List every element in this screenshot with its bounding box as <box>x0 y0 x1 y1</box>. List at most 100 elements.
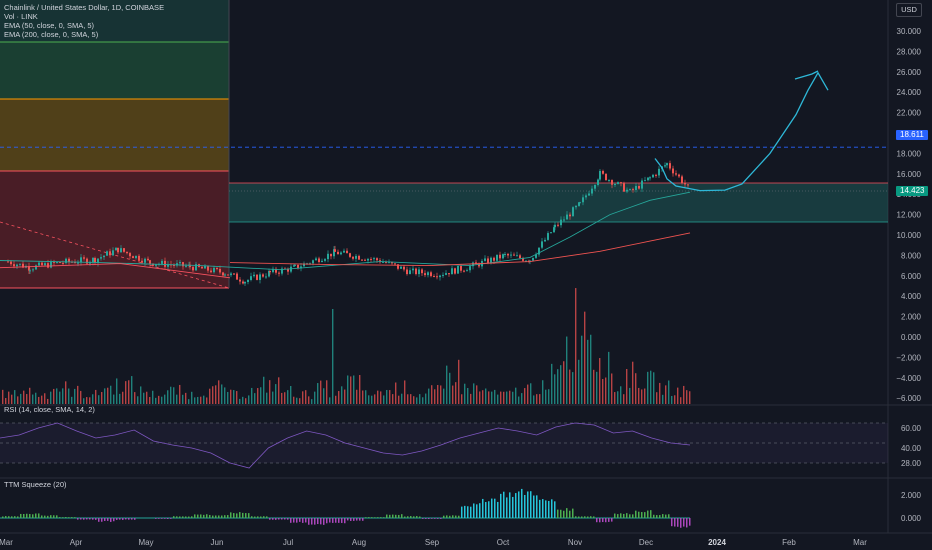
ema200-indicator-label[interactable]: EMA (200, close, 0, SMA, 5) <box>4 30 99 39</box>
squeeze-bar <box>299 518 301 522</box>
volume-bar <box>236 391 238 404</box>
squeeze-bar <box>86 518 88 520</box>
squeeze-bar <box>662 514 664 518</box>
volume-indicator-label[interactable]: Vol · LINK <box>4 12 38 21</box>
squeeze-bar <box>404 516 406 518</box>
volume-bar <box>566 336 568 404</box>
volume-bar <box>662 394 664 404</box>
squeeze-bar <box>611 518 613 522</box>
candle-body <box>519 255 521 259</box>
squeeze-bar <box>170 518 172 519</box>
squeeze-bar <box>8 516 10 518</box>
squeeze-bar <box>113 518 115 522</box>
candle-body <box>433 276 435 278</box>
candle-body <box>59 261 61 263</box>
volume-bar <box>536 394 538 404</box>
squeeze-bar <box>659 515 661 518</box>
volume-bar <box>50 391 52 404</box>
volume-bar <box>491 391 493 404</box>
price-tick-label: 18.000 <box>897 149 922 158</box>
candle-body <box>182 262 184 267</box>
squeeze-bar <box>617 514 619 518</box>
squeeze-bar <box>218 515 220 518</box>
time-tick-label: Sep <box>425 538 440 547</box>
squeeze-bar <box>455 515 457 518</box>
squeeze-bar <box>338 518 340 523</box>
symbol-title[interactable]: Chainlink / United States Dollar, 1D, CO… <box>4 3 165 12</box>
candle-body <box>239 279 241 282</box>
squeeze-bar <box>386 514 388 518</box>
squeeze-bar <box>23 513 25 518</box>
candle-body <box>502 254 504 259</box>
squeeze-bar <box>164 518 166 519</box>
volume-bar <box>350 376 352 404</box>
volume-bar <box>470 393 472 404</box>
squeeze-bar <box>335 518 337 523</box>
candle-body <box>632 189 634 191</box>
time-tick-label: Mar <box>853 538 867 547</box>
candle-body <box>192 267 194 271</box>
volume-bar <box>293 396 295 404</box>
candle-body <box>535 254 537 258</box>
candle-body <box>553 227 555 233</box>
candle-body <box>400 266 402 269</box>
volume-bar <box>677 387 679 404</box>
volume-bar <box>8 391 10 404</box>
squeeze-bar <box>128 518 130 520</box>
candle-body <box>599 170 601 180</box>
rsi-pane-title[interactable]: RSI (14, close, SMA, 14, 2) <box>4 405 95 414</box>
squeeze-bar <box>41 515 43 518</box>
volume-bar <box>206 397 208 404</box>
volume-bar <box>548 389 550 404</box>
volume-bar <box>185 392 187 404</box>
candle-body <box>418 269 420 275</box>
volume-bar <box>317 383 319 404</box>
candle-body <box>247 279 249 283</box>
volume-bar <box>518 396 520 404</box>
candle-body <box>103 255 105 258</box>
squeeze-bar <box>515 493 517 518</box>
squeeze-bar <box>122 518 124 520</box>
volume-bar <box>260 387 262 404</box>
volume-bar <box>5 398 7 404</box>
candle-body <box>278 272 280 274</box>
candle-body <box>550 232 552 234</box>
volume-bar <box>602 379 604 404</box>
candle-body <box>207 265 209 271</box>
candle-body <box>626 189 628 192</box>
volume-bar <box>239 398 241 404</box>
squeeze-bar <box>482 498 484 518</box>
ema50-indicator-label[interactable]: EMA (50, close, 0, SMA, 5) <box>4 21 95 30</box>
squeeze-bar <box>353 518 355 521</box>
candle-body <box>602 170 604 174</box>
volume-bar <box>227 391 229 404</box>
volume-bar <box>44 393 46 404</box>
volume-bar <box>113 394 115 404</box>
candle-body <box>109 251 111 256</box>
candle-body <box>475 262 477 264</box>
ema50-line <box>0 191 691 271</box>
candle-body <box>522 258 524 261</box>
squeeze-bar <box>686 518 688 528</box>
squeeze-bar <box>212 515 214 518</box>
squeeze-bar <box>602 518 604 523</box>
volume-bar <box>620 386 622 404</box>
volume-bar <box>323 388 325 404</box>
projection-arrow <box>794 70 819 80</box>
volume-bar <box>125 381 127 404</box>
squeeze-bar <box>230 512 232 518</box>
candle-body <box>478 263 480 267</box>
volume-bar <box>248 395 250 404</box>
candle-body <box>80 257 82 263</box>
rsi-tick-label: 60.00 <box>901 424 922 433</box>
volume-bar <box>215 385 217 404</box>
currency-button[interactable]: USD <box>896 3 922 17</box>
squeeze-pane-title[interactable]: TTM Squeeze (20) <box>4 480 67 489</box>
squeeze-bar <box>581 516 583 518</box>
squeeze-bar <box>179 516 181 518</box>
squeeze-bar <box>47 515 49 518</box>
candle-body <box>230 273 232 276</box>
squeeze-bar <box>434 518 436 519</box>
candle-body <box>126 251 128 254</box>
